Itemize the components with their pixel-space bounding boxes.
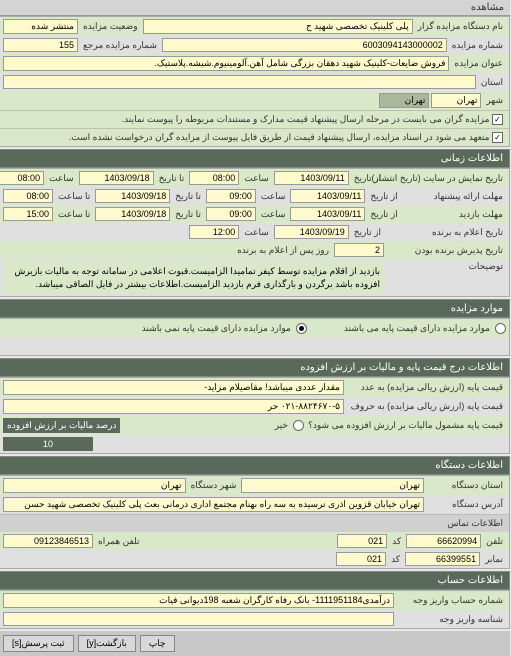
price-word-field: ۰۲۱-۸۸۲۴۶۷۰-۵ حر	[4, 399, 345, 414]
vat-no-radio[interactable]	[294, 420, 305, 431]
items-panel: موارد مزایده دارای قیمت پایه می باشند مو…	[0, 318, 511, 356]
radio-no-price[interactable]	[297, 323, 308, 334]
d2-from: 1403/09/11	[291, 189, 366, 203]
d2-t2: 08:00	[4, 189, 54, 203]
phone-field: 66620994	[407, 534, 482, 548]
acct-id-field	[4, 612, 395, 626]
city-field: تهران	[432, 93, 482, 108]
back-button[interactable]: بازگشت[y]	[79, 635, 137, 652]
vat-label: قیمت پایه مشمول مالیات بر ارزش افزوده می…	[307, 420, 507, 431]
visit-label: مهلت بازدید	[404, 209, 507, 220]
d1-t2: 08:00	[0, 171, 45, 185]
acct-id-label: شناسه واریز وجه	[397, 614, 507, 625]
page-header: مشاهده	[0, 0, 511, 16]
account-panel: شماره حساب واریز وجه درآمدی1111951184- ب…	[0, 590, 511, 629]
account-header: اطلاعات حساب	[0, 571, 511, 590]
mobile-label: تلفن همراه	[96, 536, 144, 547]
d4-t1: 12:00	[190, 225, 240, 239]
radio1-label: موارد مزایده دارای قیمت پایه می باشند	[342, 323, 494, 334]
org-header: اطلاعات دستگاه	[0, 456, 511, 475]
days-label: روز پس از اعلام به برنده	[235, 245, 333, 256]
accept-label: تاریخ پذیرش برنده بودن	[387, 245, 507, 256]
offer-label: مهلت ارائه پیشنهاد	[404, 191, 507, 202]
footer-bar: چاپ بازگشت[y] ثبت پرسش[s]	[0, 631, 511, 656]
vat-pct: 10	[4, 437, 94, 451]
mobile-field: 09123846513	[4, 534, 94, 548]
contact-subheader: اطلاعات تماس	[1, 514, 510, 532]
org-addr: تهران خیابان قزوین اذری نرسیده به سه راه…	[4, 497, 425, 512]
province2-field: تهران	[380, 93, 430, 108]
page-title: مشاهده	[472, 2, 505, 13]
province-field	[4, 75, 477, 89]
general-panel: نام دستگاه مزایده گزار پلی کلینیک تخصصی …	[0, 16, 511, 147]
commit-checkbox[interactable]: ✓	[493, 132, 504, 143]
commit-note: متعهد می شود در اسناد مزایده، ارسال پیشن…	[70, 132, 491, 142]
fax-label: نمابر	[483, 554, 507, 565]
org-addr-label: آدرس دستگاه	[427, 499, 507, 510]
d2-to: 1403/09/18	[96, 189, 171, 203]
fax-code: 021	[337, 552, 387, 566]
register-button[interactable]: ثبت پرسش[s]	[4, 635, 75, 652]
vat-pct-label: درصد مالیات بر ارزش افزوده	[4, 418, 121, 433]
number-label: شماره مزایده	[450, 40, 507, 51]
ref-label: شماره مزایده مرجع	[81, 40, 161, 51]
attach-checkbox[interactable]: ✓	[493, 114, 504, 125]
fax-field: 66399551	[406, 552, 481, 566]
price-word-label: قیمت پایه (ارزش ریالی مزایده) به حروف	[347, 401, 507, 412]
acct-field: درآمدی1111951184- بانک رفاه کارگران شعبه…	[4, 593, 395, 608]
d3-to: 1403/09/18	[96, 207, 171, 221]
org-province-label: استان دستگاه	[427, 480, 507, 491]
acct-label: شماره حساب واریز وجه	[397, 595, 507, 606]
d1-from: 1403/09/11	[275, 171, 350, 185]
desc-text: بازدید از اقلام مزایده توسط کیفر تمامیدا…	[4, 261, 385, 294]
price-num-label: قیمت پایه (ارزش ریالی مزایده) به عدد	[347, 382, 507, 393]
timing-header: اطلاعات زمانی	[0, 149, 511, 168]
org-city-label: شهر دستگاه	[189, 480, 241, 491]
d3-from: 1403/09/11	[291, 207, 366, 221]
display-label: تاریخ نمایش در سایت (تاریخ انتشار)	[387, 173, 507, 184]
price-num-field: مقدار عددی میباشد! مقاصیلام مزاید-	[4, 380, 345, 395]
d1-t1: 08:00	[190, 171, 240, 185]
number-field: 6003094143000002	[163, 38, 448, 52]
ref-field: 155	[4, 38, 79, 52]
print-button[interactable]: چاپ	[141, 635, 176, 652]
title-field: فروش ضایعات-کلینیک شهید دهقان بزرگی شامل…	[4, 56, 450, 71]
days-val: 2	[335, 243, 385, 257]
status-field: منتشر شده	[4, 19, 79, 34]
org-panel: استان دستگاه تهران شهر دستگاه تهران آدرس…	[0, 475, 511, 569]
price-panel: قیمت پایه (ارزش ریالی مزایده) به عدد مقد…	[0, 377, 511, 454]
radio2-label: موارد مزایده دارای قیمت پایه نمی باشند	[140, 323, 295, 334]
province-label: استان	[479, 77, 507, 88]
d2-t1: 09:00	[207, 189, 257, 203]
org-field: پلی کلینیک تخصصی شهید ح	[144, 19, 414, 34]
items-header: موارد مزایده	[0, 299, 511, 318]
d3-t1: 09:00	[207, 207, 257, 221]
phone-code: 021	[338, 534, 388, 548]
d3-t2: 15:00	[4, 207, 54, 221]
org-province: تهران	[242, 478, 425, 493]
notify-label: تاریخ اعلام به برنده	[387, 227, 507, 238]
d1-to: 1403/09/18	[80, 171, 155, 185]
desc-label: توضیحات	[387, 261, 507, 272]
price-header: اطلاعات درج قیمت پایه و مالیات بر ارزش ا…	[0, 358, 511, 377]
attach-note: مزایده گران می بایست در مرحله ارسال پیشن…	[123, 114, 491, 124]
title-label: عنوان مزایده	[452, 58, 507, 69]
org-city: تهران	[4, 478, 187, 493]
radio-has-price[interactable]	[496, 323, 507, 334]
phone-label: تلفن	[484, 536, 507, 547]
city-label: شهر	[484, 95, 507, 106]
timing-panel: تاریخ نمایش در سایت (تاریخ انتشار) از تا…	[0, 168, 511, 297]
status-label: وضعیت مزایده	[81, 21, 142, 32]
org-label: نام دستگاه مزایده گزار	[416, 21, 507, 32]
d4-from: 1403/09/19	[275, 225, 350, 239]
